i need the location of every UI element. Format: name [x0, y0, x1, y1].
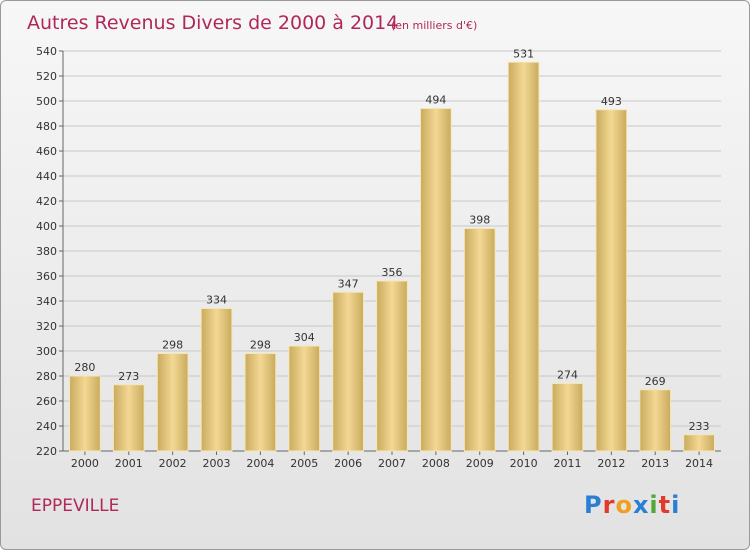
y-tick-label: 280	[36, 370, 57, 383]
x-tick-label-2012: 2012	[597, 457, 625, 470]
value-label-2010: 531	[513, 47, 534, 60]
town-name: EPPEVILLE	[31, 496, 120, 516]
bar-layer: 280 273 298 334 298 304 347 356 494 398 531 274 493 2…	[69, 47, 715, 452]
bar-2000	[69, 375, 101, 452]
x-tick-label-2000: 2000	[71, 457, 99, 470]
value-label-2014: 233	[689, 420, 710, 433]
y-tick-label: 340	[36, 295, 57, 308]
x-tick-label-2005: 2005	[290, 457, 318, 470]
logo-letter: x	[632, 491, 650, 519]
bar-2014	[683, 434, 715, 452]
logo-letter: r	[602, 491, 616, 519]
y-tick-label: 380	[36, 245, 57, 258]
y-tick-label: 460	[36, 145, 57, 158]
x-tick-label-2004: 2004	[246, 457, 274, 470]
x-tick-label-2014: 2014	[685, 457, 713, 470]
x-tick-label-2013: 2013	[641, 457, 669, 470]
value-label-2005: 304	[294, 331, 315, 344]
value-label-2012: 493	[601, 95, 622, 108]
y-tick-label: 540	[36, 45, 57, 58]
chart-subtitle: (en milliers d'€)	[391, 19, 477, 32]
value-label-2000: 280	[74, 361, 95, 374]
bar-2002	[156, 353, 189, 452]
y-tick-label: 220	[36, 445, 57, 458]
value-label-2002: 298	[162, 339, 183, 352]
value-label-2001: 273	[118, 370, 139, 383]
bar-2012	[595, 109, 628, 452]
bar-2003	[200, 308, 233, 452]
value-label-2007: 356	[382, 266, 403, 279]
x-tick-label-2006: 2006	[334, 457, 362, 470]
logo-letter: P	[584, 491, 603, 519]
bar-2008	[420, 108, 452, 452]
value-label-2006: 347	[338, 277, 359, 290]
bar-2009	[463, 228, 496, 452]
bar-2011	[551, 383, 584, 452]
x-tick-label-2009: 2009	[466, 457, 494, 470]
y-tick-label: 260	[36, 395, 57, 408]
y-tick-label: 320	[36, 320, 57, 333]
bar-2001	[112, 384, 145, 452]
y-tick-label: 240	[36, 420, 57, 433]
y-tick-label: 520	[36, 70, 57, 83]
bar-2005	[288, 345, 321, 452]
x-tick-label-2008: 2008	[422, 457, 450, 470]
x-tick-label-2002: 2002	[159, 457, 187, 470]
value-label-2011: 274	[557, 369, 578, 382]
bar-2010	[507, 61, 540, 452]
y-tick-label: 360	[36, 270, 57, 283]
proxiti-logo: Proxiti	[584, 491, 680, 519]
value-label-2009: 398	[469, 214, 490, 227]
y-tick-label: 420	[36, 195, 57, 208]
x-tick-label-2003: 2003	[203, 457, 231, 470]
bar-2006	[332, 291, 364, 452]
bar-2013	[639, 389, 672, 452]
x-tick-label-2007: 2007	[378, 457, 406, 470]
chart-title: Autres Revenus Divers de 2000 à 2014	[27, 12, 398, 34]
logo-letter: o	[615, 491, 633, 519]
bar-2004	[244, 353, 277, 452]
y-tick-label: 500	[36, 95, 57, 108]
y-tick-label: 400	[36, 220, 57, 233]
logo-letter: i	[649, 491, 659, 519]
value-label-2008: 494	[425, 94, 446, 107]
logo-letter: t	[658, 491, 672, 519]
y-tick-label: 480	[36, 120, 57, 133]
logo-letter: i	[671, 491, 681, 519]
y-tick-label: 440	[36, 170, 57, 183]
y-tick-label: 300	[36, 345, 57, 358]
x-tick-label-2001: 2001	[115, 457, 143, 470]
x-tick-label-2011: 2011	[553, 457, 581, 470]
x-tick-label-2010: 2010	[510, 457, 538, 470]
value-label-2013: 269	[645, 375, 666, 388]
value-label-2003: 334	[206, 294, 227, 307]
bar-2007	[376, 280, 408, 452]
value-label-2004: 298	[250, 339, 271, 352]
